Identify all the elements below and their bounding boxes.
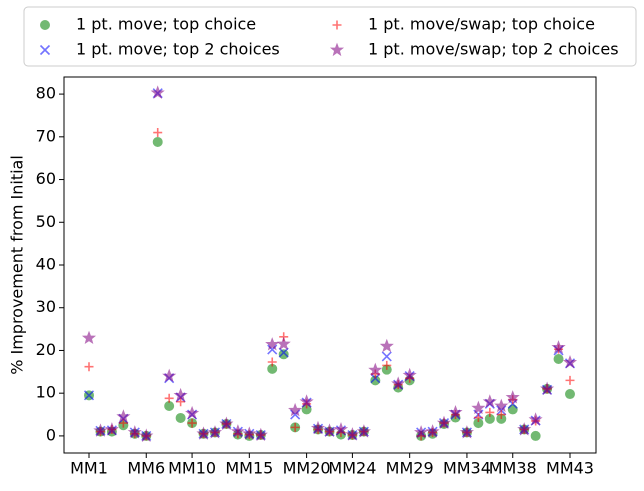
legend-marker	[332, 20, 342, 30]
point	[391, 376, 406, 390]
point	[153, 128, 163, 138]
point	[152, 136, 163, 147]
point	[267, 357, 277, 367]
point	[175, 412, 186, 423]
point	[448, 404, 463, 419]
point	[187, 418, 197, 428]
x-tick-label: MM10	[168, 459, 216, 478]
point	[565, 389, 575, 400]
x-tick-label: MM24	[328, 459, 376, 478]
point	[93, 423, 108, 437]
x-tick-label: MM29	[386, 459, 434, 478]
point	[164, 401, 175, 411]
point	[414, 425, 429, 439]
x-tick-label: MM34	[443, 459, 491, 478]
point	[104, 422, 119, 436]
point	[288, 402, 303, 417]
y-tick-label: 20	[36, 340, 56, 359]
point	[436, 415, 452, 430]
point	[381, 351, 392, 362]
point	[382, 360, 392, 370]
point	[278, 349, 289, 360]
point	[139, 428, 154, 442]
legend-label: 1 pt. move/swap; top 2 choices	[368, 40, 619, 59]
point	[299, 394, 314, 408]
x-tick-label: MM15	[225, 459, 273, 478]
point	[173, 387, 188, 402]
x-tick-label: MM43	[546, 459, 594, 478]
y-tick-label: 0	[46, 425, 56, 444]
point	[276, 336, 291, 351]
y-tick-label: 60	[36, 169, 56, 188]
point	[551, 340, 566, 354]
y-tick-label: 30	[36, 297, 56, 316]
point	[176, 397, 186, 407]
point	[528, 412, 543, 426]
point	[494, 398, 509, 413]
point	[459, 425, 474, 439]
point	[471, 400, 486, 415]
legend-marker	[329, 42, 345, 57]
y-tick-label: 40	[36, 255, 56, 274]
point	[290, 422, 300, 432]
point	[565, 375, 575, 385]
point	[242, 426, 257, 440]
point	[540, 381, 555, 395]
legend-label: 1 pt. move; top 2 choices	[76, 40, 280, 59]
point	[219, 416, 234, 430]
point	[118, 418, 128, 428]
legend-label: 1 pt. move/swap; top choice	[368, 15, 595, 34]
point	[150, 85, 165, 99]
x-tick-label: MM20	[283, 459, 331, 478]
point	[402, 367, 417, 382]
y-tick-label: 50	[36, 212, 56, 231]
point	[425, 424, 440, 438]
point	[116, 409, 131, 423]
y-tick-label: 10	[36, 383, 56, 402]
y-tick-label: 70	[36, 126, 56, 145]
point	[127, 425, 142, 439]
point	[164, 393, 174, 403]
point	[505, 390, 520, 404]
point	[345, 427, 360, 441]
point	[485, 407, 495, 417]
point	[310, 420, 326, 435]
point	[368, 362, 383, 377]
point	[265, 337, 280, 351]
point	[562, 354, 578, 369]
y-axis-label: % Improvement from Initial	[8, 155, 27, 375]
x-tick-label: MM38	[489, 459, 537, 478]
y-tick-label: 80	[36, 84, 56, 103]
point	[333, 422, 349, 436]
point	[530, 430, 541, 441]
legend-marker	[40, 20, 50, 30]
point	[84, 362, 94, 372]
point	[278, 347, 289, 358]
point	[322, 423, 337, 437]
point	[83, 390, 95, 401]
legend-marker	[39, 44, 51, 56]
point	[482, 394, 497, 408]
point	[196, 426, 211, 440]
point	[473, 413, 483, 423]
point	[379, 338, 394, 353]
point	[207, 425, 223, 439]
x-tick-label: MM1	[70, 459, 108, 478]
point	[356, 424, 371, 438]
point	[517, 422, 532, 436]
point	[253, 427, 268, 442]
legend-label: 1 pt. move; top choice	[76, 15, 256, 34]
point	[496, 410, 506, 420]
point	[185, 405, 200, 420]
point	[553, 354, 564, 364]
point	[230, 424, 245, 438]
legend	[23, 6, 637, 67]
x-tick-label: MM6	[127, 459, 165, 478]
point	[162, 368, 177, 383]
point	[81, 330, 97, 345]
